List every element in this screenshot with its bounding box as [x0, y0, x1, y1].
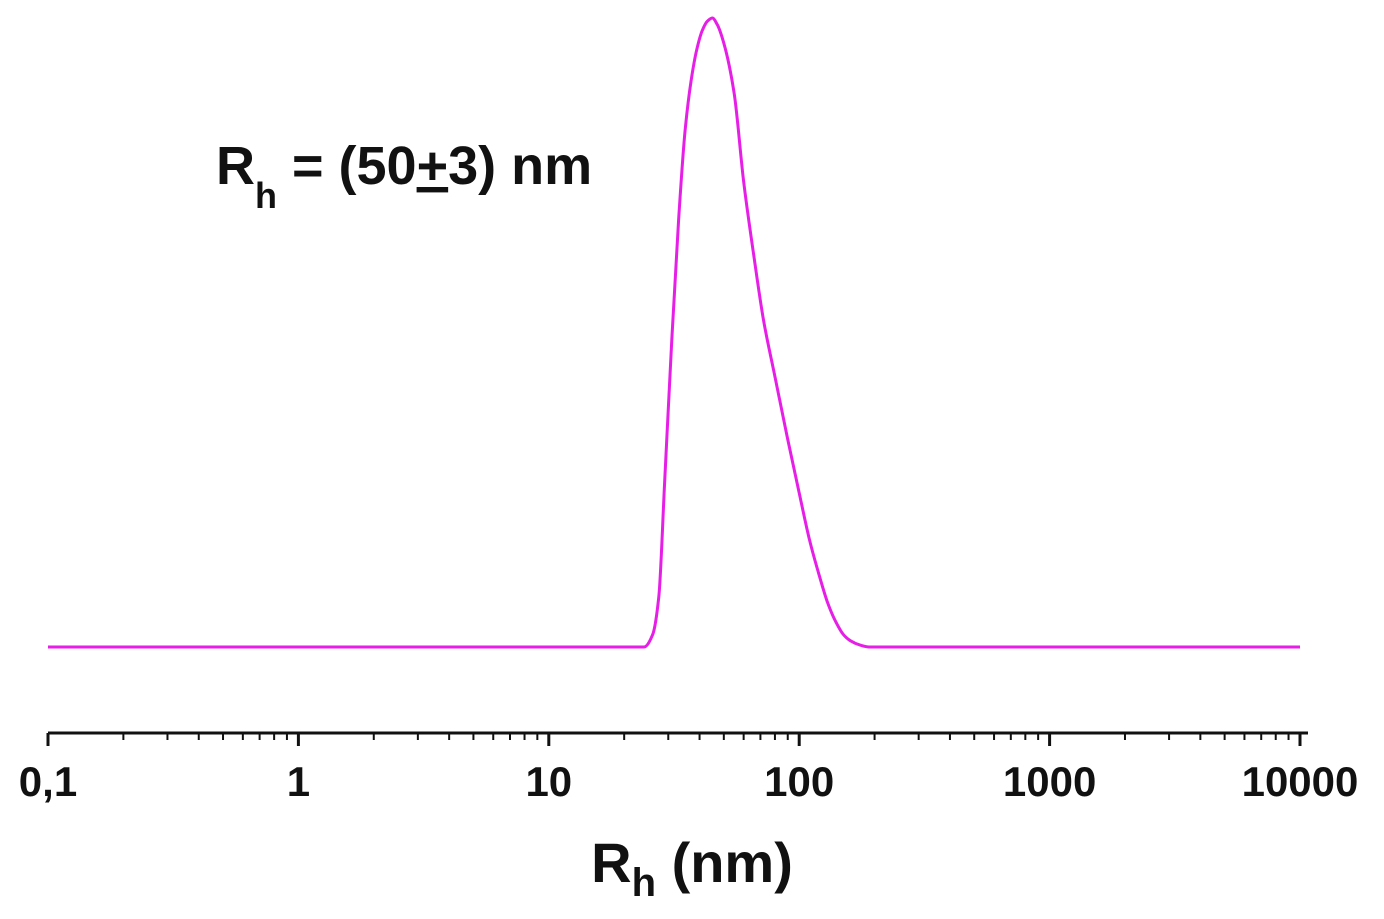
x-axis-title-text: Rh (nm): [591, 831, 793, 905]
x-tick-label: 1000: [1003, 758, 1096, 805]
annotation-main: R: [216, 136, 255, 196]
hydrodynamic-radius-annotation: Rh = (50+3) nm: [216, 136, 592, 216]
x-tick-label: 10000: [1242, 758, 1359, 805]
x-tick-label: 0,1: [19, 758, 77, 805]
series-line-0: [48, 16, 1300, 649]
annotation-plus-minus: +: [417, 136, 449, 196]
x-axis-title-unit: (nm): [656, 831, 793, 894]
annotation-unit: 3) nm: [448, 136, 592, 196]
x-tick-label: 1: [287, 758, 310, 805]
series-layer: [48, 16, 1300, 649]
x-tick-label: 100: [764, 758, 834, 805]
x-axis-title-main: R: [591, 831, 631, 894]
x-axis-title: Rh (nm): [591, 831, 793, 905]
annotation-subscript: h: [255, 175, 277, 216]
x-axis: 0,1 1 10 100 1000 10000: [19, 731, 1359, 805]
x-axis-title-subscript: h: [632, 861, 656, 905]
annotation-value: = (50: [277, 136, 417, 196]
annotation-text: Rh = (50+3) nm: [216, 136, 592, 216]
x-tick-label: 10: [525, 758, 572, 805]
